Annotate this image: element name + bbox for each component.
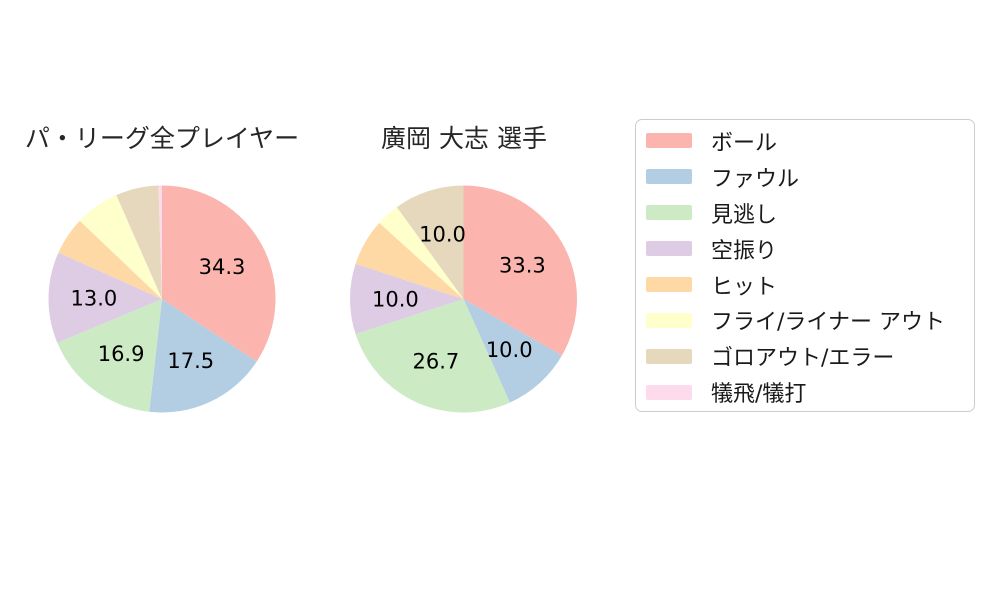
right-pie-title: 廣岡 大志 選手 (381, 124, 547, 153)
pie-1-slice-3 (350, 263, 464, 335)
legend-row-7: 犠飛/犠打 (636, 374, 974, 410)
pie-0-value-label-0: 34.3 (199, 255, 246, 279)
pie-0-slice-2 (57, 299, 162, 412)
pie-1-slice-6 (396, 185, 464, 299)
legend-label: ファウル (711, 166, 800, 192)
legend-label: 犠飛/犠打 (711, 382, 807, 408)
pie-1-value-label-2: 26.7 (413, 350, 460, 374)
legend-row-2: 見逃し (636, 195, 974, 231)
pie-1-slice-4 (355, 222, 464, 299)
legend-label: 見逃し (711, 202, 778, 228)
pie-0-slice-3 (48, 252, 163, 343)
legend-label: フライ/ライナー アウト (711, 310, 945, 336)
legend-row-4: ヒット (636, 267, 974, 303)
legend-row-0: ボール (636, 123, 974, 159)
pie-1-value-label-0: 33.3 (499, 253, 546, 277)
legend-label: ヒット (711, 274, 778, 300)
pie-0-value-label-2: 16.9 (98, 342, 145, 366)
legend-swatch-icon (646, 133, 692, 149)
legend-swatch-icon (646, 241, 692, 257)
pie-0-slice-7 (158, 185, 162, 299)
legend-swatch-icon (646, 169, 692, 185)
legend-swatch-icon (646, 312, 692, 328)
legend-row-1: ファウル (636, 159, 974, 195)
legend-swatch-icon (646, 348, 692, 364)
pie-1-value-label-1: 10.0 (486, 338, 533, 362)
pie-0-slice-5 (79, 195, 162, 299)
legend-label: ボール (711, 130, 778, 156)
pie-0-value-label-3: 13.0 (71, 286, 118, 310)
pie-1-slice-0 (463, 185, 577, 356)
legend-label: 空振り (711, 238, 778, 264)
pie-1-slice-2 (355, 299, 510, 413)
legend-items: ボールファウル見逃し空振りヒットフライ/ライナー アウト ゴロアウト/エラー 犠飛/… (636, 123, 974, 410)
legend-swatch-icon (646, 277, 692, 292)
pie-1-value-label-6: 10.0 (419, 223, 466, 247)
pie-0-slice-0 (162, 185, 276, 362)
pie-0-slice-6 (116, 185, 162, 299)
legend: ボールファウル見逃し空振りヒットフライ/ライナー アウト ゴロアウト/エラー 犠飛/… (635, 119, 975, 412)
legend-label: ゴロアウト/エラー (711, 346, 895, 372)
legend-row-5: フライ/ライナー アウト (636, 302, 974, 338)
legend-swatch-icon (646, 205, 692, 221)
pie-1-value-label-3: 10.0 (372, 287, 419, 311)
pie-0-value-label-1: 17.5 (167, 349, 214, 373)
legend-row-3: 空振り (636, 231, 974, 267)
pie-1-slice-5 (379, 207, 464, 299)
pie-0-slice-4 (58, 220, 162, 299)
left-pie-title: パ・リーグ全プレイヤー (24, 124, 300, 153)
legend-swatch-icon (646, 384, 692, 400)
pie-0-slice-1 (149, 299, 257, 413)
legend-row-6: ゴロアウト/エラー (636, 338, 974, 374)
pie-1-slice-1 (463, 299, 562, 403)
